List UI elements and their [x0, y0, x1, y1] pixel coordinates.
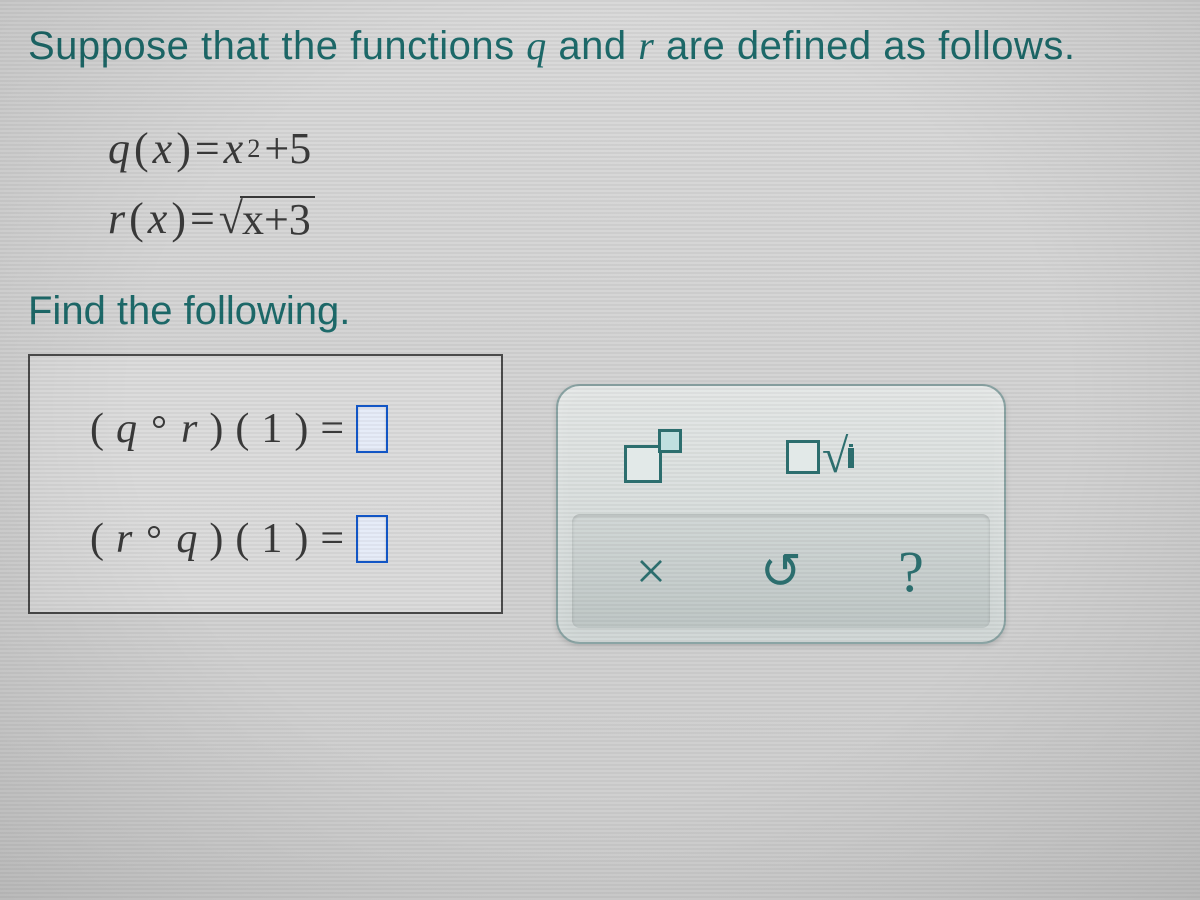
- prompt-var-r: r: [638, 23, 654, 68]
- ans1-outer-fn: q: [116, 405, 137, 453]
- ans2-arg-open: (: [235, 515, 249, 563]
- clear-button[interactable]: ×: [586, 514, 716, 628]
- x-icon: ×: [636, 540, 666, 602]
- composition-ring-icon: [153, 416, 165, 428]
- r-close-paren: ): [171, 186, 186, 252]
- q-fn: q: [108, 116, 130, 182]
- r-radicand: x+3: [240, 196, 315, 242]
- ans1-arg: 1: [261, 405, 282, 453]
- help-icon: ?: [898, 538, 924, 605]
- ans1-inner-fn: r: [181, 405, 197, 453]
- ans2-outer-fn: r: [116, 515, 132, 563]
- prompt-line: Suppose that the functions q and r are d…: [28, 22, 1172, 69]
- find-line: Find the following.: [28, 289, 1172, 334]
- ans2-inner-fn: q: [176, 515, 197, 563]
- help-button[interactable]: ?: [846, 514, 976, 628]
- q-close-paren: ): [176, 116, 191, 182]
- math-keypad: √ × ↺ ?: [556, 384, 1006, 644]
- composition-ring-icon: [148, 526, 160, 538]
- r-arg: x: [148, 186, 168, 252]
- ans1-open-paren: (: [90, 405, 104, 453]
- equation-block: q ( x ) = x2+5 r ( x ) = √ x+3: [108, 114, 1172, 254]
- prompt-before: Suppose that the functions: [28, 24, 526, 68]
- q-arg: x: [153, 116, 173, 182]
- equation-r: r ( x ) = √ x+3: [108, 184, 1172, 254]
- answer-input-2[interactable]: [356, 515, 388, 563]
- answer-row-2: ( r q ) ( 1 ) =: [90, 515, 501, 563]
- answer-box: ( q r ) ( 1 ) = ( r q ) ( 1 ) =: [28, 354, 503, 614]
- answer-row-1: ( q r ) ( 1 ) =: [90, 405, 501, 453]
- q-rhs-exp: 2: [247, 129, 260, 169]
- exponent-icon: [616, 429, 686, 485]
- r-open-paren: (: [129, 186, 144, 252]
- ans2-close-paren: ): [209, 515, 223, 563]
- prompt-var-q: q: [526, 23, 547, 68]
- r-fn: r: [108, 186, 125, 252]
- q-rhs-tail: +5: [264, 116, 311, 182]
- r-rhs-sqrt: √ x+3: [219, 186, 315, 252]
- ans2-arg-close: ): [294, 515, 308, 563]
- answer-input-1[interactable]: [356, 405, 388, 453]
- equation-q: q ( x ) = x2+5: [108, 114, 1172, 184]
- exponent-tool-button[interactable]: [586, 400, 716, 514]
- q-open-paren: (: [134, 116, 149, 182]
- q-rhs-base: x: [224, 116, 244, 182]
- ans1-equals: =: [320, 405, 344, 453]
- ans1-arg-close: ): [294, 405, 308, 453]
- q-equals: =: [195, 116, 220, 182]
- ans1-arg-open: (: [235, 405, 249, 453]
- sqrt-tool-button[interactable]: √: [716, 400, 976, 514]
- r-equals: =: [190, 186, 215, 252]
- ans1-close-paren: ): [209, 405, 223, 453]
- ans2-open-paren: (: [90, 515, 104, 563]
- prompt-after: are defined as follows.: [654, 24, 1075, 68]
- reset-icon: ↺: [760, 542, 802, 600]
- sqrt-icon: √: [786, 429, 906, 485]
- prompt-mid: and: [547, 24, 638, 68]
- ans2-equals: =: [320, 515, 344, 563]
- ans2-arg: 1: [261, 515, 282, 563]
- reset-button[interactable]: ↺: [716, 514, 846, 628]
